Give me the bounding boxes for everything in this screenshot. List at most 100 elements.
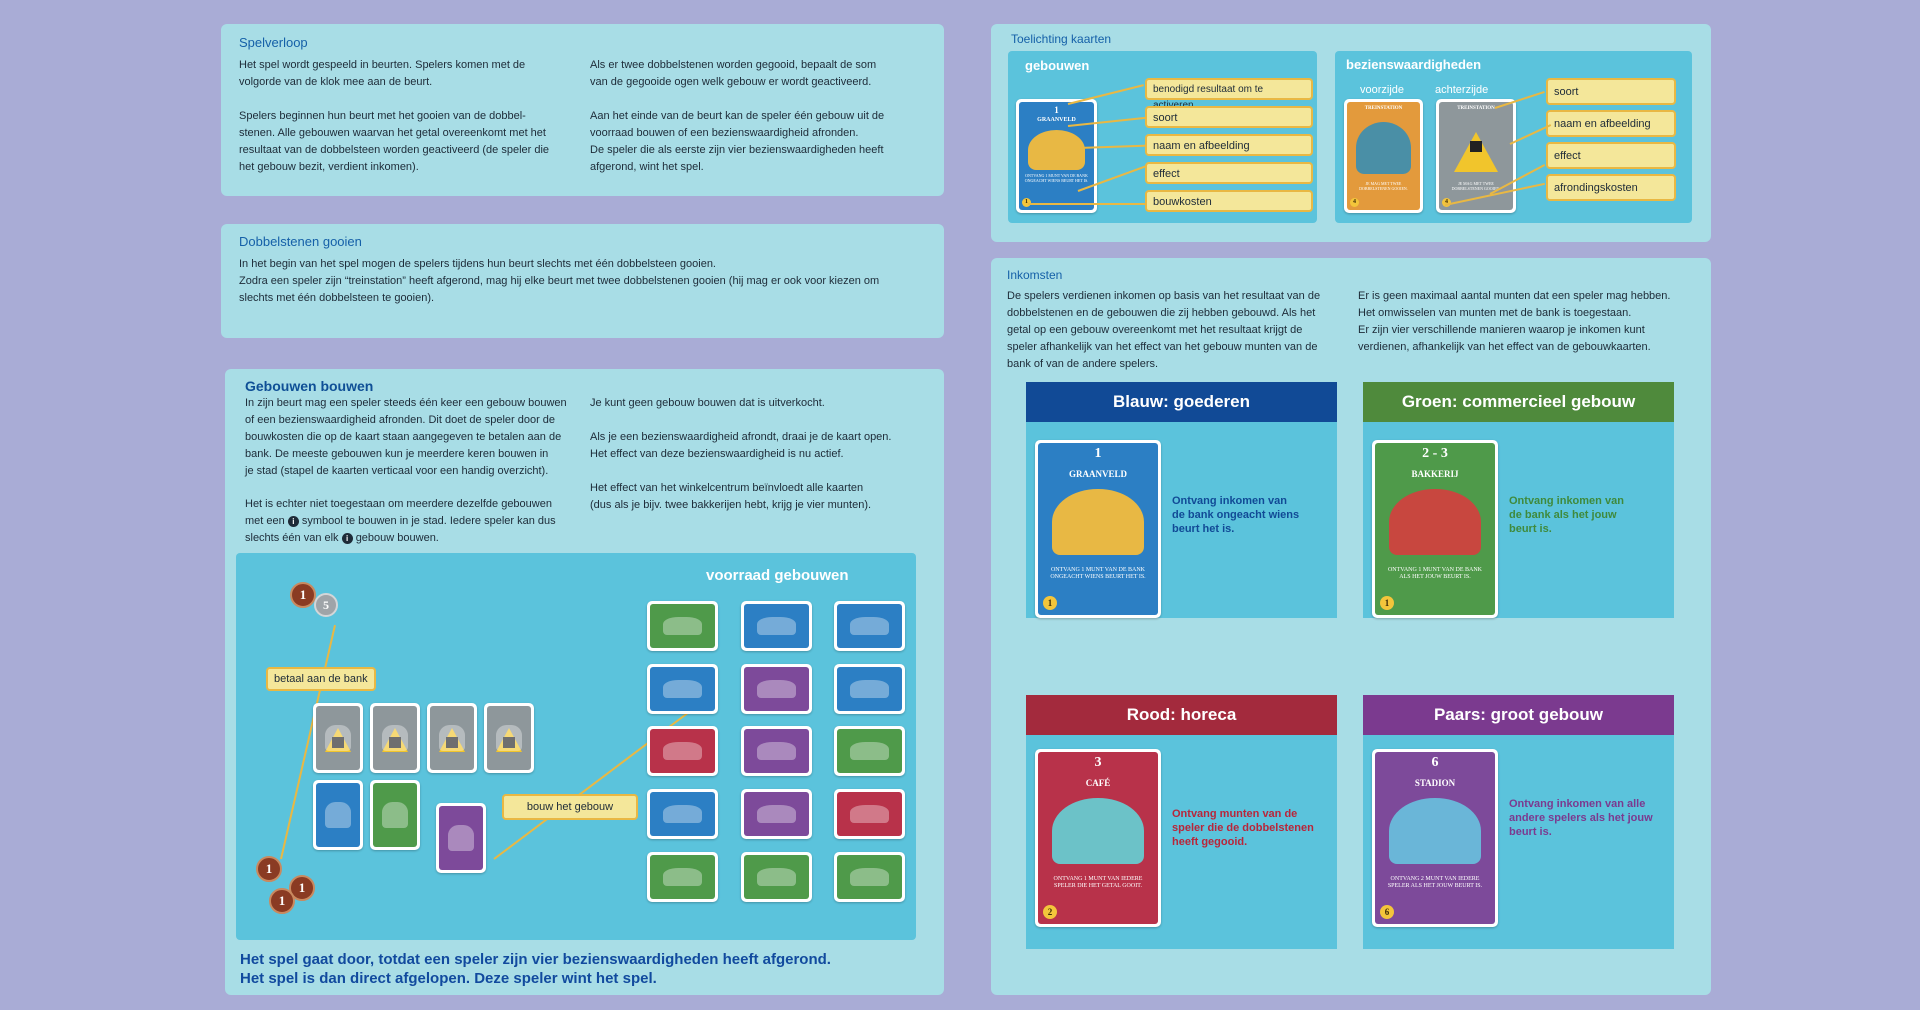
gebouwen-bouwen-col2: Je kunt geen gebouw bouwen dat is uitver… [590, 397, 892, 511]
sights-title: bezienswaardigheden [1346, 57, 1482, 72]
card-cost: 2 [1043, 905, 1057, 919]
category-green-desc: Ontvang inkomen van de bank als het jouw… [1509, 495, 1624, 535]
footer-line1: Het spel gaat door, totdat een speler zi… [240, 951, 831, 968]
major-establishment-icon: i [341, 532, 353, 544]
card-cost: 4 [1350, 198, 1359, 207]
gebouwen-bouwen-panel: Gebouwen bouwen In zijn beurt mag een sp… [225, 369, 944, 995]
dobbelstenen-text: In het begin van het spel mogen de spele… [239, 258, 880, 304]
card-cost: 6 [1380, 905, 1394, 919]
col1b-line3a: slechts één van elk [245, 532, 339, 544]
stock-card [834, 726, 905, 776]
category-green-card: 2 - 3 BAKKERIJ ONTVANG 1 MUNT VAN DE BAN… [1372, 440, 1498, 618]
card-graanveld-example: 1 GRAANVELD ONTVANG 1 MUNT VAN DE BANK O… [1016, 99, 1097, 213]
stock-card [647, 789, 718, 839]
stock-card [834, 852, 905, 902]
category-purple-body: 6 STADION ONTVANG 2 MUNT VAN IEDERE SPEL… [1363, 735, 1674, 949]
card-art [1389, 489, 1481, 555]
gebouwen-bouwen-title: Gebouwen bouwen [245, 378, 374, 394]
gebouwen-bouwen-col1: In zijn beurt mag een speler steeds één … [245, 397, 567, 477]
category-red-desc: Ontvang munten van de speler die de dobb… [1172, 808, 1314, 848]
inkomsten-col1: De spelers verdienen inkomen op basis va… [1007, 290, 1321, 370]
back-caption: achterzijde [1435, 84, 1489, 96]
dobbelstenen-title: Dobbelstenen gooien [239, 234, 362, 249]
buildings-box: gebouwen 1 GRAANVELD ONTVANG 1 MUNT VAN … [1008, 51, 1317, 223]
sight-label-effect: effect [1546, 142, 1676, 169]
station-art [1355, 122, 1412, 174]
card-cost: 1 [1043, 596, 1057, 610]
coin-one: 1 [290, 582, 316, 608]
label-effect: effect [1145, 162, 1313, 184]
spelverloop-panel: Spelverloop Het spel wordt gespeeld in b… [221, 24, 944, 196]
card-effect: ONTVANG 1 MUNT VAN IEDERE SPELER DIE HET… [1053, 876, 1143, 889]
label-type: soort [1145, 106, 1313, 128]
stock-card [741, 726, 812, 776]
col1b-line3b: gebouw bouwen. [355, 532, 439, 544]
card-station-front: TREINSTATION JE MAG MET TWEE DOBBELSTENE… [1344, 99, 1423, 213]
category-purple-desc: Ontvang inkomen van alle andere spelers … [1509, 798, 1653, 838]
card-effect: JE MAG MET TWEE DOBBELSTENEN GOOIEN. [1359, 181, 1408, 191]
label-cost: bouwkosten [1145, 190, 1313, 212]
stock-card [741, 664, 812, 714]
stock-card [834, 601, 905, 651]
inkomsten-panel: Inkomsten De spelers verdienen inkomen o… [991, 258, 1711, 995]
pay-bank-label: betaal aan de bank [266, 667, 376, 691]
card-art [1052, 489, 1144, 555]
category-blue-desc: Ontvang inkomen van de bank ongeacht wie… [1172, 495, 1300, 535]
card-effect: ONTVANG 1 MUNT VAN DE BANK ONGEACHT WIEN… [1024, 173, 1089, 183]
card-name: TREINSTATION [1457, 106, 1495, 111]
category-purple-card: 6 STADION ONTVANG 2 MUNT VAN IEDERE SPEL… [1372, 749, 1498, 927]
category-green-header: Groen: commercieel gebouw [1363, 382, 1674, 422]
label-name-image: naam en afbeelding [1145, 134, 1313, 156]
sight-label-name-image: naam en afbeelding [1546, 110, 1676, 137]
construction-warning-icon [1454, 132, 1498, 172]
stock-title: voorraad gebouwen [706, 567, 849, 584]
category-blue-card: 1 GRAANVELD ONTVANG 1 MUNT VAN DE BANK O… [1035, 440, 1161, 618]
dobbelstenen-panel: Dobbelstenen gooien In het begin van het… [221, 224, 944, 338]
col1b-line3: slechts één van elk i gebouw bouwen. [245, 530, 590, 547]
card-effect: ONTVANG 1 MUNT VAN DE BANK ONGEACHT WIEN… [1050, 567, 1146, 580]
pointer-arrow [1067, 84, 1144, 105]
stock-card [741, 789, 812, 839]
category-red-header: Rood: horeca [1026, 695, 1337, 735]
spelverloop-title: Spelverloop [239, 35, 308, 50]
card-name: GRAANVELD [1068, 469, 1127, 479]
card-effect: ONTVANG 1 MUNT VAN DE BANK ALS HET JOUW … [1387, 567, 1483, 580]
sight-label-type: soort [1546, 78, 1676, 105]
card-cost: 1 [1380, 596, 1394, 610]
landmark-card [370, 703, 420, 773]
stock-card [647, 726, 718, 776]
stock-card [834, 789, 905, 839]
stock-grid [647, 601, 907, 911]
spelverloop-col2: Als er twee dobbelstenen worden gegooid,… [590, 59, 885, 173]
card-number: 1 [1054, 105, 1059, 115]
stock-card [834, 664, 905, 714]
card-art [1052, 798, 1144, 864]
major-establishment-icon: i [287, 515, 299, 527]
col1b-line2: met een i symbool te bouwen in je stad. … [245, 513, 590, 530]
card-art [1389, 798, 1481, 864]
owned-card-graanveld [313, 780, 363, 850]
buildings-title: gebouwen [1025, 58, 1090, 73]
front-caption: voorzijde [1360, 84, 1405, 96]
card-station-back: TREINSTATION JE MAG MET TWEE DOBBELSTENE… [1436, 99, 1516, 213]
inkomsten-title: Inkomsten [1007, 268, 1063, 282]
pointer-arrow [1028, 203, 1146, 205]
category-red-card: 3 CAFÉ ONTVANG 1 MUNT VAN IEDERE SPELER … [1035, 749, 1161, 927]
card-number: 3 [1094, 755, 1102, 770]
stock-card [741, 852, 812, 902]
landmark-card [427, 703, 477, 773]
col1b-line2b: symbool te bouwen in je stad. Iedere spe… [301, 515, 556, 527]
stock-card [647, 664, 718, 714]
card-name: STADION [1414, 778, 1456, 788]
build-diagram: voorraad gebouwen 1 5 betaal aan de bank… [236, 553, 916, 940]
sights-box: bezienswaardigheden voorzijde achterzijd… [1335, 51, 1692, 223]
col1b-line2a: met een [245, 515, 285, 527]
card-effect: ONTVANG 2 MUNT VAN IEDERE SPELER ALS HET… [1387, 876, 1483, 889]
card-number: 6 [1431, 755, 1439, 770]
stock-card [647, 852, 718, 902]
landmark-card [313, 703, 363, 773]
new-card-purple [436, 803, 486, 873]
sight-label-cost: afrondingskosten [1546, 174, 1676, 201]
card-name: GRAANVELD [1037, 117, 1076, 123]
card-effect: JE MAG MET TWEE DOBBELSTENEN GOOIEN. [1451, 181, 1501, 191]
